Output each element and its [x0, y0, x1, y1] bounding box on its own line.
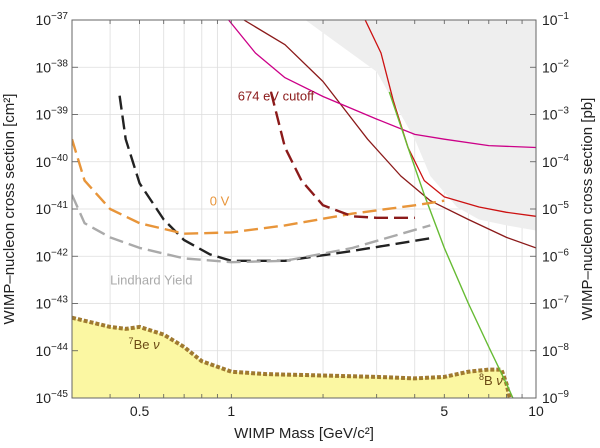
y-tick-label-right: 10−3: [542, 106, 569, 123]
y-tick-label-left: 10−42: [35, 247, 68, 264]
y-tick-label-left: 10−38: [35, 58, 68, 75]
y-tick-label-left: 10−37: [35, 11, 68, 28]
annotation-label: 674 eV cutoff: [238, 88, 315, 103]
series-line-6: [72, 194, 431, 264]
neutrino-floor: [72, 315, 512, 398]
annotations: 674 eV cutoff 0 V Lindhard Yield 7Be ν 8B ν: [110, 88, 503, 388]
y-tick-label-left: 10−40: [35, 153, 68, 170]
plot-frame: [71, 19, 537, 399]
x-axis-title: WIMP Mass [GeV/c²]: [234, 425, 374, 442]
x-tick-label: 5: [440, 403, 448, 419]
annotation-label: Lindhard Yield: [110, 273, 192, 288]
series-line-4: [388, 91, 514, 398]
y-tick-label-right: 10−1: [542, 11, 569, 28]
y-tick-label-right: 10−2: [542, 58, 569, 75]
y-tick-label-right: 10−8: [542, 342, 569, 359]
excluded-region: [305, 20, 536, 231]
x-tick-label: 1: [227, 403, 235, 419]
y-tick-label-right: 10−7: [542, 295, 569, 312]
excluded-region-area: [305, 20, 536, 231]
series-line-5: [118, 95, 431, 262]
x-tick-label: 0.5: [130, 403, 150, 419]
y-tick-label-right: 10−9: [542, 389, 569, 406]
y-tick-label-left: 10−45: [35, 389, 68, 406]
y-tick-label-right: 10−5: [542, 200, 569, 217]
y-tick-label-right: 10−4: [542, 153, 569, 170]
series-line-2: [364, 20, 536, 217]
y-axis-title-right: WIMP–nucleon cross section [pb]: [579, 98, 596, 321]
y-tick-label-left: 10−39: [35, 106, 68, 123]
series-group: [72, 20, 536, 398]
neutrino-floor-label: 8B ν: [479, 372, 503, 388]
x-tick-label: 10: [528, 403, 544, 419]
tick-labels: 0.5 1 5 10 10−37 10−38 10−39 10−40 10−41 10−42 10−…: [35, 11, 569, 419]
neutrino-floor-label: 7Be ν: [129, 336, 161, 352]
series-line-1: [243, 20, 536, 249]
y-axis-title-left: WIMP–nucleon cross section [cm²]: [1, 94, 18, 325]
series-line-7: [72, 138, 445, 235]
series-line-3: [228, 20, 536, 149]
y-tick-label-left: 10−41: [35, 200, 68, 217]
y-tick-label-left: 10−44: [35, 342, 68, 359]
annotation-label: 0 V: [210, 193, 230, 208]
y-tick-label-left: 10−43: [35, 295, 68, 312]
y-tick-label-right: 10−6: [542, 247, 569, 264]
neutrino-floor-area: [72, 317, 510, 398]
neutrino-floor-boundary: [72, 315, 512, 398]
series-line-8: [269, 91, 415, 219]
